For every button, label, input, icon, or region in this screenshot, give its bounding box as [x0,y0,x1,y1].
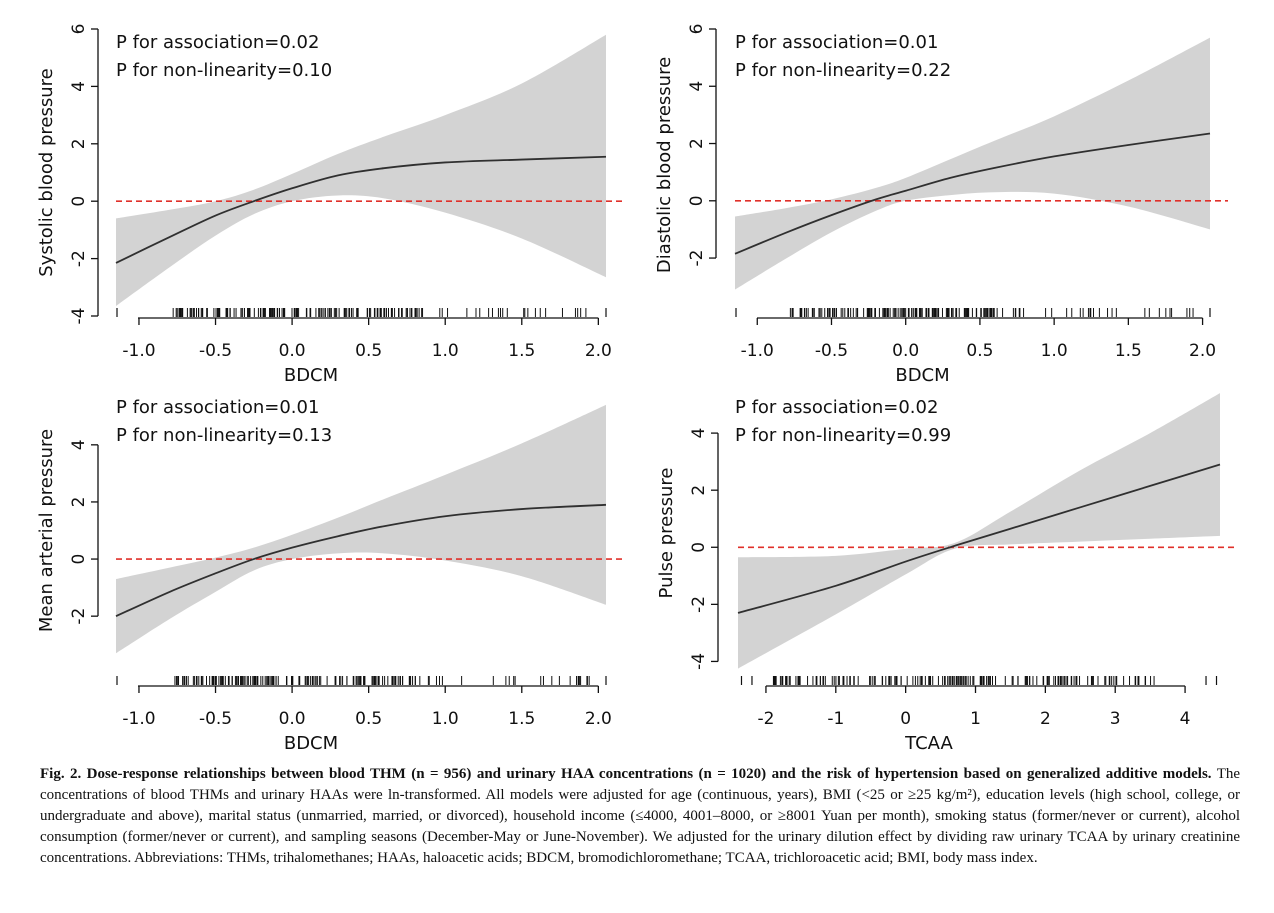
x-tick-label: 0.5 [355,709,382,729]
x-tick-label: 2.0 [585,341,612,361]
x-tick-label: 0.5 [966,341,993,361]
x-tick-label: 1.0 [432,341,459,361]
x-tick-label: -0.5 [199,341,232,361]
rug-marks [735,308,1211,317]
p-nonlinearity-label: P for non-linearity=0.10 [116,60,332,81]
x-tick-label: 1.0 [1041,341,1068,361]
rug-marks [116,676,607,685]
fitted-curve [734,132,1211,255]
y-tick-label: 0 [687,195,707,206]
rug-marks [740,676,1218,685]
p-nonlinearity-label: P for non-linearity=0.99 [735,425,951,446]
p-association-label: P for association=0.01 [116,397,319,418]
y-tick-label: 4 [689,428,709,439]
y-axis-label: Systolic blood pressure [36,68,57,277]
panel-pulse: -4 -2 0 2 4 Pulse pressure -2 -1 0 1 2 3 4 TCAA P for … [656,393,1238,754]
p-association-label: P for association=0.01 [735,32,938,53]
x-tick-label: -2 [757,709,774,729]
x-tick-label: 0.0 [279,341,306,361]
caption-label: Fig. 2. [40,766,82,782]
x-tick-label: 0 [900,709,911,729]
confidence-band [738,393,1220,669]
fitted-curve [737,463,1221,614]
y-tick-label: -2 [687,250,707,267]
x-tick-label: -1.0 [741,341,774,361]
y-tick-label: 0 [69,554,89,565]
caption-body: The concentrations of blood THMs and uri… [40,766,1241,866]
y-axis-label: Diastolic blood pressure [654,57,675,273]
y-tick-label: 0 [69,196,89,207]
x-tick-label: 2.0 [585,709,612,729]
p-nonlinearity-label: P for non-linearity=0.22 [735,60,951,81]
x-tick-label: -1.0 [122,341,155,361]
x-tick-label: 1 [970,709,981,729]
figure: -4 -2 0 2 4 6 Systolic blood pressure -1.0 -0.5 0… [36,24,1238,754]
x-tick-label: 1.5 [508,341,535,361]
x-tick-label: 0.0 [279,709,306,729]
x-axis-label: BDCM [895,365,949,386]
x-tick-label: 2.0 [1189,341,1216,361]
y-axis-label: Mean arterial pressure [36,429,57,632]
x-axis-label: BDCM [284,365,338,386]
p-nonlinearity-label: P for non-linearity=0.13 [116,425,332,446]
panel-mean-arterial: -2 0 2 4 Mean arterial pressure -1.0 -0.5 0.0 0.… [36,397,624,754]
x-tick-label: -1.0 [122,709,155,729]
y-tick-label: 2 [69,497,89,508]
confidence-band [735,37,1210,290]
y-tick-label: 2 [687,138,707,149]
fitted-curve [115,155,607,264]
panel-diastolic: -2 0 2 4 6 Diastolic blood pressure -1.0 -0.5 0.… [654,24,1228,386]
y-axis-label: Pulse pressure [656,468,677,599]
x-tick-label: 2 [1040,709,1051,729]
x-tick-label: 0.0 [892,341,919,361]
y-tick-label: 2 [69,138,89,149]
y-tick-label: -2 [689,596,709,613]
p-association-label: P for association=0.02 [116,32,319,53]
y-tick-label: 4 [687,81,707,92]
x-tick-label: -1 [827,709,844,729]
y-tick-label: -2 [69,250,89,267]
x-axis-label: TCAA [904,733,953,754]
y-tick-label: 2 [689,485,709,496]
x-axis-label: BDCM [284,733,338,754]
figure-caption: Fig. 2. Dose-response relationships betw… [40,764,1240,869]
y-tick-label: 6 [687,24,707,35]
x-tick-label: 4 [1180,709,1191,729]
y-tick-label: 0 [689,542,709,553]
y-tick-label: -2 [69,608,89,625]
caption-title: Dose-response relationships between bloo… [86,766,1212,782]
rug-marks [116,308,607,317]
x-tick-label: 0.5 [355,341,382,361]
y-tick-label: 4 [69,81,89,92]
confidence-band [116,404,606,654]
confidence-band [116,34,606,306]
fitted-curve [115,503,607,617]
y-tick-label: -4 [689,653,709,670]
x-tick-label: -0.5 [199,709,232,729]
y-tick-label: -4 [69,308,89,325]
x-tick-label: 1.5 [508,709,535,729]
y-tick-label: 6 [69,24,89,35]
y-tick-label: 4 [69,439,89,450]
x-tick-label: -0.5 [815,341,848,361]
x-tick-label: 3 [1110,709,1121,729]
panel-systolic: -4 -2 0 2 4 6 Systolic blood pressure -1.0 -0.5 0… [36,24,624,386]
p-association-label: P for association=0.02 [735,397,938,418]
x-tick-label: 1.0 [432,709,459,729]
x-tick-label: 1.5 [1115,341,1142,361]
